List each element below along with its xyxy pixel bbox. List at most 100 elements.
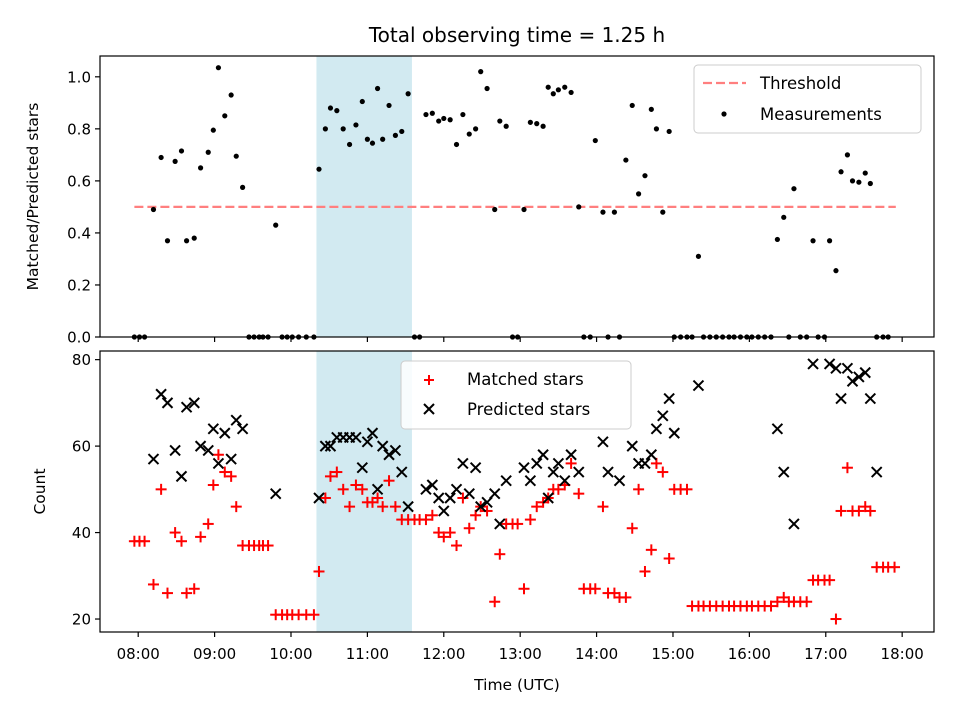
predicted-star-point bbox=[639, 457, 651, 470]
matched-star-point bbox=[420, 514, 432, 526]
predicted-star-point bbox=[500, 474, 512, 487]
measurement-point bbox=[436, 118, 442, 124]
ratio-highlight-span bbox=[316, 56, 412, 337]
measurement-point bbox=[222, 113, 228, 119]
measurement-points bbox=[131, 65, 891, 340]
predicted-star-point bbox=[830, 362, 842, 374]
matched-star-point bbox=[589, 583, 601, 595]
predicted-star-point bbox=[524, 474, 537, 487]
measurement-point bbox=[399, 128, 405, 135]
measurement-point bbox=[191, 235, 197, 241]
predicted-star-point bbox=[807, 358, 819, 370]
matched-star-point bbox=[139, 535, 151, 547]
measurement-point bbox=[695, 253, 702, 259]
measurement-point bbox=[666, 128, 672, 135]
count-legend-box bbox=[400, 360, 632, 430]
ratio-x-ticks bbox=[137, 337, 903, 342]
matched-star-point bbox=[457, 492, 469, 504]
predicted-star-point bbox=[559, 474, 571, 487]
measurement-point bbox=[228, 92, 234, 98]
predicted-star-point bbox=[438, 505, 450, 517]
legend-matched-label: Matched stars bbox=[467, 370, 584, 389]
matched-star-point bbox=[169, 527, 181, 539]
measurement-point bbox=[660, 209, 666, 215]
predicted-star-point bbox=[420, 483, 432, 496]
matched-star-point bbox=[377, 501, 389, 513]
predicted-star-point bbox=[853, 371, 865, 383]
matched-star-point bbox=[824, 574, 836, 586]
measurement-point bbox=[429, 110, 435, 116]
measurement-point bbox=[447, 117, 453, 123]
matched-star-point bbox=[451, 540, 463, 552]
measurement-point bbox=[521, 206, 527, 213]
measurement-point bbox=[781, 214, 787, 220]
matched-star-point bbox=[350, 479, 362, 491]
predicted-star-point bbox=[668, 427, 680, 439]
matched-star-point bbox=[181, 587, 193, 599]
matched-star-point bbox=[512, 518, 524, 530]
predicted-star-point bbox=[175, 470, 188, 483]
predicted-star-point bbox=[180, 401, 193, 413]
matched-star-point bbox=[188, 583, 200, 595]
measurement-point bbox=[849, 178, 856, 184]
matched-star-point bbox=[331, 466, 343, 478]
measurement-point bbox=[503, 123, 509, 129]
matched-star-point bbox=[383, 475, 395, 487]
predicted-star-point bbox=[846, 375, 859, 387]
ratio-y-tick-label: 0.4 bbox=[67, 224, 91, 242]
measurement-point bbox=[550, 91, 556, 97]
matched-star-point bbox=[573, 488, 585, 500]
measurement-point bbox=[473, 126, 479, 132]
predicted-star-point bbox=[396, 466, 408, 478]
measurement-point bbox=[856, 179, 862, 185]
ratio-y-tick-label: 0.2 bbox=[67, 276, 91, 294]
predicted-star-point bbox=[602, 466, 614, 478]
count-panel: 20 40 60 80 08:00 09:00 10:00 11:00 12:00 13:00 1… bbox=[31, 350, 935, 694]
legend-matched-swatch bbox=[424, 375, 434, 385]
predicted-star-point bbox=[788, 518, 800, 530]
predicted-star-point bbox=[194, 440, 207, 452]
measurement-point bbox=[527, 119, 533, 125]
measurement-point bbox=[540, 123, 546, 129]
ratio-y-tick-label: 0.0 bbox=[67, 329, 91, 347]
matched-star-point bbox=[313, 565, 325, 577]
predicted-star-point bbox=[542, 492, 554, 504]
ratio-y-axis-label: Matched/Predicted stars bbox=[24, 103, 42, 291]
predicted-star-point bbox=[188, 397, 200, 409]
count-highlight-span bbox=[316, 351, 412, 632]
count-y-tick-label: 60 bbox=[72, 438, 91, 456]
predicted-star-point bbox=[236, 423, 249, 435]
measurement-point bbox=[611, 209, 618, 215]
predicted-star-point bbox=[657, 410, 669, 422]
count-plot-frame bbox=[99, 350, 935, 633]
measurement-point bbox=[653, 126, 660, 132]
measurement-point bbox=[826, 238, 833, 244]
predicted-star-point bbox=[518, 462, 530, 474]
ratio-panel: 0.0 0.2 0.4 0.6 0.8 1.0 Matched/Predicted sta… bbox=[24, 55, 935, 347]
measurement-point bbox=[492, 206, 498, 213]
measurement-point bbox=[178, 148, 185, 154]
matched-star-point bbox=[202, 518, 214, 530]
measurement-point bbox=[629, 102, 635, 109]
x-tick-label: 08:00 bbox=[117, 645, 160, 663]
predicted-star-point bbox=[469, 462, 482, 474]
matched-star-point bbox=[597, 501, 609, 513]
predicted-star-points bbox=[147, 358, 883, 530]
matched-star-point bbox=[481, 505, 493, 517]
x-tick-label: 09:00 bbox=[193, 645, 236, 663]
x-tick-label: 17:00 bbox=[804, 645, 847, 663]
predicted-star-point bbox=[626, 440, 638, 452]
measurement-point bbox=[172, 158, 178, 164]
predicted-star-point bbox=[645, 449, 658, 461]
matched-star-point bbox=[337, 483, 349, 495]
measurement-point bbox=[380, 136, 386, 142]
legend-measurements-swatch bbox=[721, 111, 727, 117]
matched-star-point bbox=[389, 501, 401, 513]
predicted-star-point bbox=[771, 423, 784, 435]
measurement-point bbox=[635, 191, 642, 197]
predicted-star-point bbox=[778, 466, 790, 478]
predicted-star-point bbox=[389, 444, 402, 457]
measurement-point bbox=[623, 157, 629, 163]
count-y-tick-label: 20 bbox=[72, 611, 91, 629]
